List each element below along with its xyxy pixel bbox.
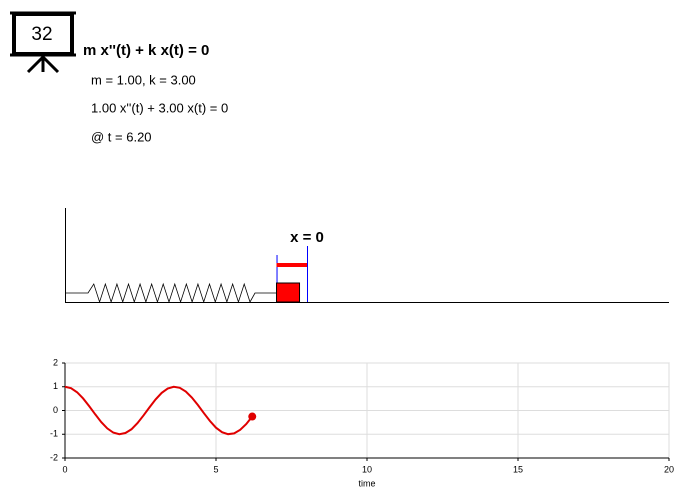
equation: m x''(t) + k x(t) = 0: [83, 42, 209, 59]
series-line: [64, 385, 254, 436]
params: m = 1.00, k = 3.00: [91, 72, 196, 87]
y-tick-label: -2: [50, 452, 58, 462]
y-tick-label: -1: [50, 429, 58, 439]
mass: [276, 282, 301, 303]
current-point: [248, 412, 257, 421]
y-tick-label: 0: [53, 405, 58, 415]
x-tick-label: 5: [213, 464, 218, 474]
screen-icon: [10, 11, 76, 74]
y-tick-label: 2: [53, 357, 58, 367]
x-tick-label: 15: [513, 464, 523, 474]
x-axis-label: time: [358, 478, 375, 488]
equilibrium-label: x = 0: [290, 229, 324, 246]
spring: [65, 282, 277, 304]
badge: 32: [31, 24, 52, 45]
y-tick-label: 1: [53, 381, 58, 391]
x-tick-label: 20: [664, 464, 674, 474]
x-tick-label: 0: [62, 464, 67, 474]
equation-values: 1.00 x''(t) + 3.00 x(t) = 0: [91, 100, 228, 115]
time-label: @ t = 6.20: [91, 129, 152, 144]
x-tick-label: 10: [362, 464, 372, 474]
